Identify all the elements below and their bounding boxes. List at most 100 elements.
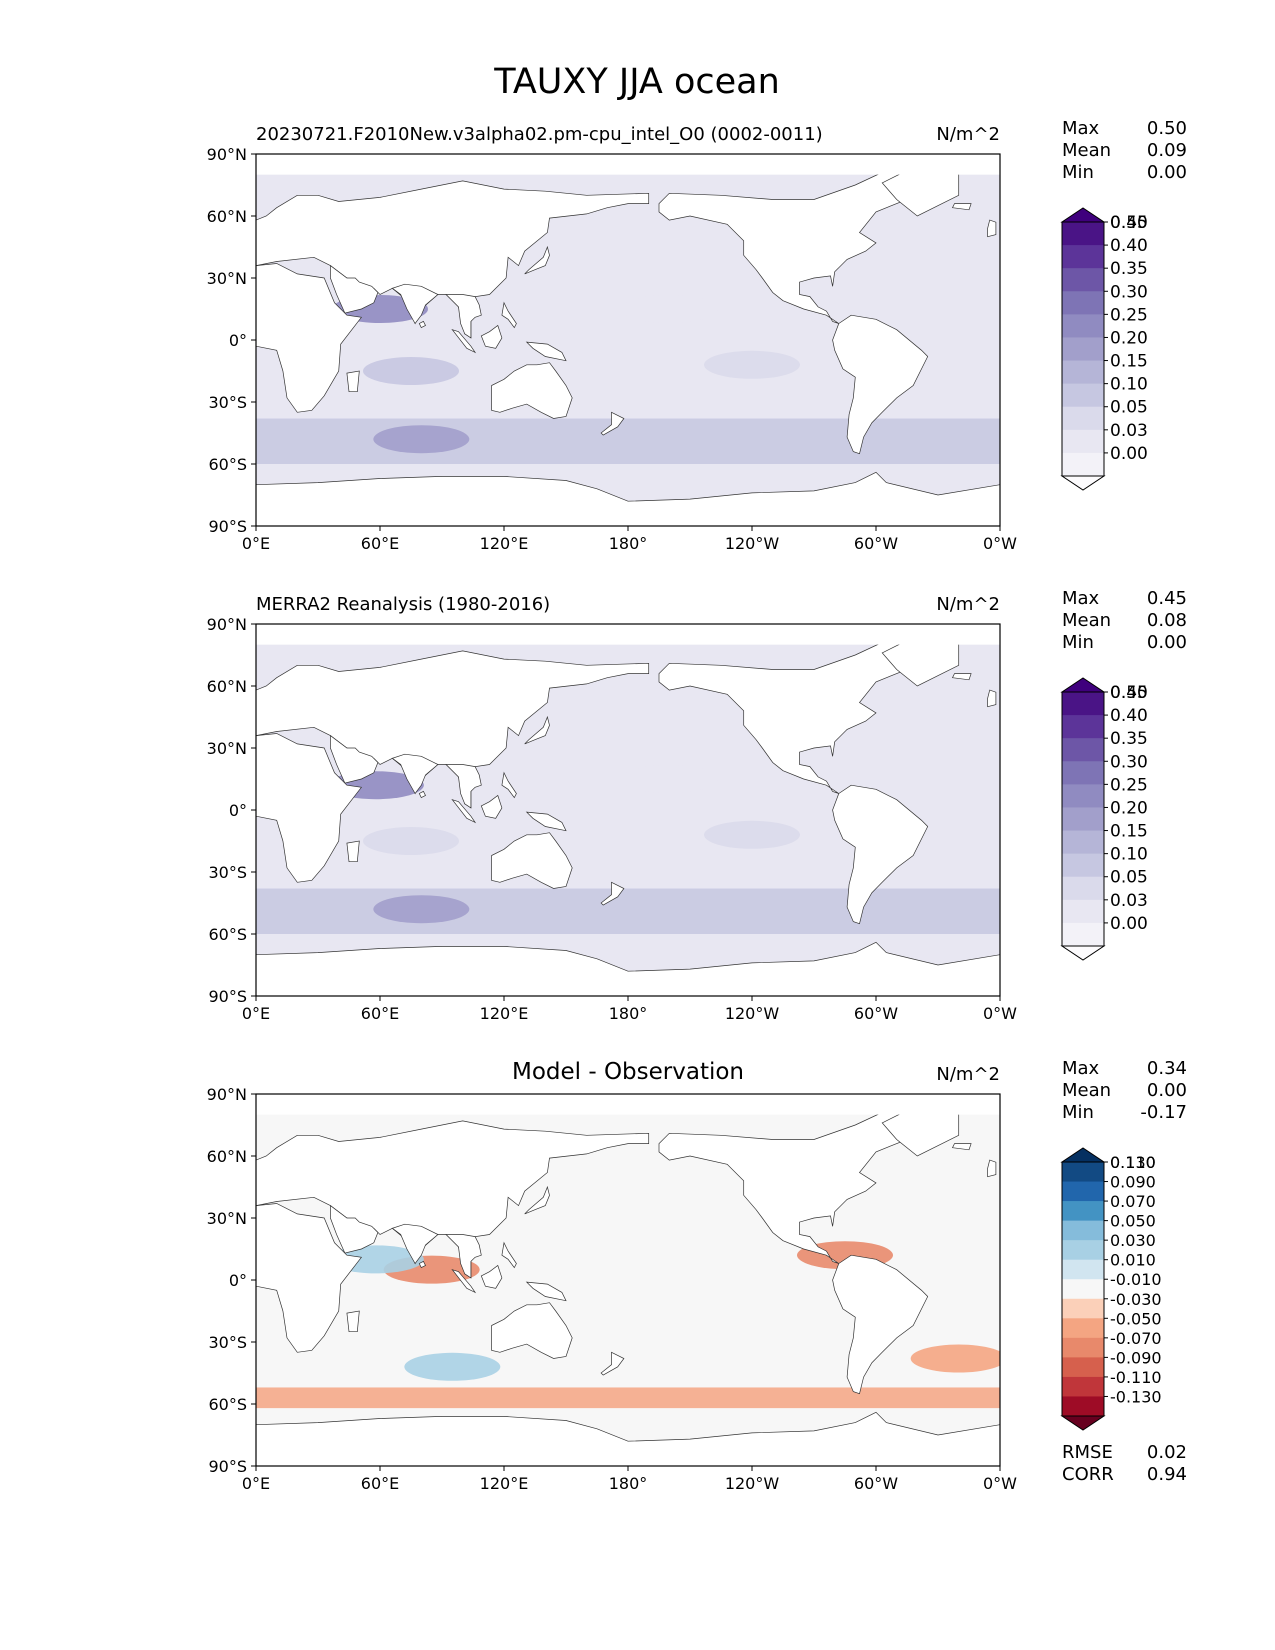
colorbar-bin	[1062, 383, 1104, 408]
colorbar-bin	[1062, 245, 1104, 269]
land-indochina	[445, 764, 482, 809]
y-tick-label: 60°S	[208, 455, 247, 474]
colorbar-max-extend	[1060, 677, 1106, 693]
colorbar-frame	[1061, 1161, 1105, 1417]
y-tick-label: 30°N	[207, 1209, 247, 1228]
colorbar-tick-label: 0.00	[1110, 444, 1148, 464]
y-tick-label: 60°N	[207, 1147, 247, 1166]
colorbar-tick-label: -0.130	[1110, 1387, 1162, 1406]
land-new-guinea	[525, 1281, 567, 1302]
stat-label: Mean	[1062, 140, 1111, 161]
stat-label: Min	[1062, 1102, 1094, 1123]
land-arabia-cover	[330, 264, 379, 314]
field-indian-ocean-southeast-trades	[363, 827, 459, 855]
colorbar-bin	[1062, 314, 1104, 338]
field-southern-ocean-band	[256, 418, 1000, 464]
units-label: N/m^2	[936, 1064, 1000, 1085]
land-madagascar	[346, 370, 360, 393]
field-south-pacific-trades	[704, 350, 800, 379]
colorbar-bin	[1062, 291, 1104, 315]
y-tick-label: 30°S	[208, 1333, 247, 1352]
x-tick-label: 60°W	[854, 534, 898, 553]
x-tick-label: 180°	[609, 1004, 648, 1023]
x-tick-label: 0°E	[242, 534, 270, 553]
field-southern-ocean-band	[256, 888, 1000, 934]
land-south-america	[832, 784, 929, 925]
land-new-zealand	[600, 411, 625, 436]
colorbar-frame	[1061, 221, 1105, 477]
y-tick-label: 90°N	[207, 615, 247, 634]
colorbar-tick-label: 0.50	[1110, 683, 1148, 703]
colorbar-tick-label: 0.30	[1110, 752, 1148, 772]
colorbar: 0.00 0.03 0.05 0.10 0.15 0.20 0.25 0.30 0.35 0.40…	[1060, 207, 1148, 491]
y-tick-label: 30°N	[207, 739, 247, 758]
colorbar-max-extend	[1060, 207, 1106, 223]
y-tick-label: 60°N	[207, 677, 247, 696]
land-antarctica	[256, 941, 1000, 996]
land-australia	[491, 832, 573, 889]
x-tick-label: 60°W	[854, 1004, 898, 1023]
panels: 20230721.F2010New.v3alpha02.pm-cpu_intel…	[207, 118, 1187, 1493]
colorbar-max-extend	[1060, 1147, 1106, 1163]
y-tick-label: 90°S	[208, 517, 247, 536]
land-sumatra	[451, 329, 477, 354]
colorbar-min-extend	[1060, 1415, 1106, 1431]
stat-label: Max	[1062, 118, 1100, 139]
colorbar-bin	[1062, 1259, 1104, 1280]
stat-label: RMSE	[1062, 1442, 1113, 1463]
land-africa	[256, 263, 363, 413]
land-british-isles	[987, 1159, 997, 1178]
colorbar-tick-label: -0.090	[1110, 1348, 1162, 1367]
colorbar-bin	[1062, 1181, 1104, 1202]
land-new-guinea	[525, 811, 567, 832]
colorbar-tick-label: 0.45	[1110, 213, 1148, 233]
land-japan	[524, 715, 550, 745]
land-new-guinea	[525, 341, 567, 362]
land-south-america	[832, 1254, 929, 1395]
colorbar-tick-label: -0.070	[1110, 1329, 1162, 1348]
land-antarctica	[256, 471, 1000, 526]
land-antarctica	[256, 1411, 1000, 1466]
land-japan	[524, 1185, 550, 1215]
colorbar-bin	[1062, 1376, 1104, 1397]
field-north-pacific-trades	[621, 295, 718, 323]
x-tick-label: 0°W	[983, 1004, 1017, 1023]
field-south-pacific-trades	[704, 820, 800, 849]
land-arabia-cover	[330, 734, 379, 784]
colorbar-bin	[1062, 1396, 1104, 1417]
field-south-indian-positive	[404, 1352, 501, 1381]
colorbar: 0.00 0.03 0.05 0.10 0.15 0.20 0.25 0.30 0.35 0.40…	[1060, 677, 1148, 961]
land-new-zealand	[600, 1351, 625, 1376]
map-panel-2: MERRA2 Reanalysis (1980-2016) N/m^2 0°E 60°…	[207, 588, 1187, 1023]
colorbar-tick-label: 0.45	[1110, 683, 1148, 703]
land-british-isles	[987, 219, 997, 238]
y-tick-label: 30°N	[207, 269, 247, 288]
field-south-indian-westerlies-max	[373, 895, 470, 924]
land-india	[391, 283, 439, 325]
panel-title: 20230721.F2010New.v3alpha02.pm-cpu_intel…	[256, 124, 823, 145]
x-tick-label: 120°E	[480, 534, 529, 553]
land-new-zealand	[600, 881, 625, 906]
colorbar-tick-label: 0.030	[1110, 1231, 1156, 1250]
land-sri-lanka	[418, 790, 426, 799]
land-iceland	[951, 203, 972, 211]
x-tick-label: 0°W	[983, 534, 1017, 553]
arctic-mask	[256, 624, 1000, 645]
colorbar-bin	[1062, 1298, 1104, 1319]
land-africa	[256, 1203, 363, 1353]
stat-label: Min	[1062, 632, 1094, 653]
stat-value: 0.00	[1147, 1080, 1187, 1101]
colorbar-tick-label: 0.05	[1110, 398, 1148, 418]
map-panel-1: 20230721.F2010New.v3alpha02.pm-cpu_intel…	[207, 118, 1187, 553]
colorbar-tick-label: 0.35	[1110, 259, 1148, 279]
x-tick-label: 0°E	[242, 1004, 270, 1023]
colorbar-bin	[1062, 429, 1104, 454]
land-europe-asia	[256, 1120, 650, 1279]
colorbar-frame	[1061, 691, 1105, 947]
colorbar-bin	[1062, 1279, 1104, 1300]
map-field	[256, 1094, 1000, 1466]
colorbar-tick-label: 0.110	[1110, 1153, 1156, 1172]
land-philippines	[501, 771, 517, 799]
y-tick-label: 90°N	[207, 145, 247, 164]
